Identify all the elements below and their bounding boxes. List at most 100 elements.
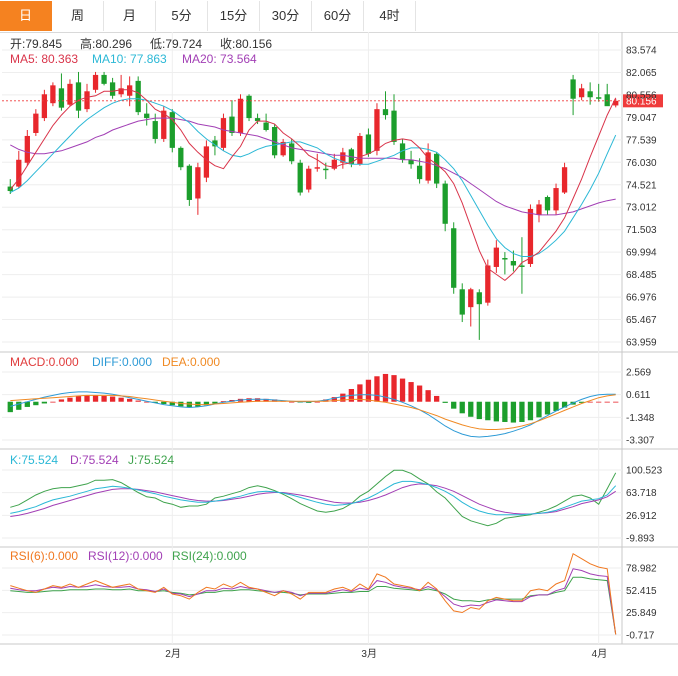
- candle-body: [536, 204, 542, 215]
- candle-body: [468, 289, 474, 308]
- tab-4hour[interactable]: 4时: [364, 1, 416, 31]
- candle-body: [416, 165, 423, 180]
- macd-bar: [67, 397, 73, 402]
- y-tick-label: 69.994: [626, 248, 657, 259]
- macd-bar: [553, 401, 559, 411]
- macd-bar: [24, 401, 30, 407]
- rsi24-line: [10, 576, 617, 635]
- candle-body: [16, 159, 22, 187]
- candle-body: [118, 88, 124, 95]
- tab-month[interactable]: 月: [104, 1, 156, 31]
- y-tick-label: 68.485: [626, 270, 657, 281]
- macd-bar: [493, 401, 499, 422]
- macd-bar: [374, 376, 380, 402]
- macd-bar: [271, 399, 278, 402]
- macd-bar: [331, 397, 337, 402]
- rsi24-label: RSI(24):0.000: [172, 549, 247, 563]
- rsi6-line: [10, 552, 617, 635]
- candle-body: [58, 88, 65, 108]
- chart-area[interactable]: 开:79.845 高:80.296 低:79.724 收:80.156 MA5:…: [0, 32, 678, 676]
- macd-bar: [425, 390, 431, 402]
- macd-bar: [459, 401, 465, 414]
- candle-body: [33, 113, 39, 133]
- tab-30min[interactable]: 30分: [260, 1, 312, 31]
- candle-body: [459, 289, 465, 315]
- macd-bar: [118, 397, 124, 402]
- candle-body: [382, 109, 389, 116]
- y-tick-label: 63.718: [626, 488, 657, 499]
- chart-marks: [2, 71, 622, 635]
- ma5-line: [9, 89, 617, 282]
- candle-body: [67, 83, 73, 105]
- candle-body: [41, 94, 48, 119]
- j-line: [10, 469, 617, 527]
- candle-body: [101, 74, 107, 84]
- macd-bar: [340, 393, 346, 402]
- y-tick-label: 66.976: [626, 293, 657, 304]
- tab-day[interactable]: 日: [0, 1, 52, 31]
- tab-15min[interactable]: 15分: [208, 1, 260, 31]
- macd-bar: [144, 401, 150, 403]
- open-label: 开:79.845: [10, 37, 62, 51]
- macd-bar: [135, 400, 141, 402]
- candle-body: [75, 82, 82, 111]
- macd-bar: [41, 401, 48, 404]
- last-price-value: 80.156: [626, 96, 657, 107]
- candle-body: [365, 134, 372, 154]
- macd-bar: [391, 375, 397, 402]
- macd-bar: [161, 401, 167, 405]
- candle-body: [561, 167, 568, 193]
- candle-body: [544, 196, 551, 211]
- macd-label: MACD:0.000: [10, 355, 79, 369]
- candle-body: [519, 265, 525, 267]
- macd-bar: [510, 401, 517, 423]
- tab-5min[interactable]: 5分: [156, 1, 208, 31]
- y-tick-label: -0.717: [626, 631, 655, 642]
- macd-bar: [212, 401, 218, 404]
- rsi6-label: RSI(6):0.000: [10, 549, 78, 563]
- macd-bar: [536, 401, 542, 418]
- y-tick-label: 76.030: [626, 158, 657, 169]
- y-tick-label: 63.959: [626, 338, 657, 349]
- candle-body: [331, 159, 337, 169]
- tab-60min[interactable]: 60分: [312, 1, 364, 31]
- macd-bar: [561, 401, 568, 408]
- candle-body: [399, 143, 406, 160]
- macd-bar: [101, 395, 107, 402]
- macd-bar: [382, 373, 389, 402]
- macd-bar: [544, 401, 551, 415]
- high-label: 高:80.296: [80, 36, 132, 51]
- y-tick-label: 0.611: [626, 390, 651, 401]
- ma10-line: [10, 98, 617, 257]
- candle-body: [306, 168, 312, 190]
- macd-bar: [502, 401, 508, 422]
- macd-bar: [434, 395, 440, 402]
- ma5-label: MA5: 80.363: [10, 52, 78, 66]
- candle-body: [485, 265, 491, 303]
- candle-body: [263, 122, 269, 131]
- y-tick-label: -1.348: [626, 413, 655, 424]
- macd-bar: [476, 401, 482, 420]
- candle-body: [220, 118, 227, 148]
- candle-body: [613, 100, 619, 106]
- low-label: 低:79.724: [150, 37, 202, 51]
- d-line: [10, 483, 616, 517]
- tab-week[interactable]: 周: [52, 1, 104, 31]
- d-label: D:75.524: [70, 453, 119, 467]
- candle-body: [391, 110, 397, 142]
- macd-bar: [169, 401, 175, 406]
- y-tick-label: 82.065: [626, 68, 657, 79]
- candle-body: [408, 159, 414, 165]
- y-tick-label: 2.569: [626, 368, 651, 379]
- candle-body: [135, 80, 141, 113]
- candle-body: [152, 121, 158, 139]
- candle-body: [289, 143, 295, 162]
- candle-body: [237, 98, 244, 133]
- candle-body: [553, 188, 559, 211]
- macd-bar: [84, 395, 90, 402]
- macd-bar: [323, 399, 329, 402]
- macd-bar: [109, 396, 116, 402]
- macd-bar: [92, 395, 99, 402]
- k-label: K:75.524: [10, 453, 58, 467]
